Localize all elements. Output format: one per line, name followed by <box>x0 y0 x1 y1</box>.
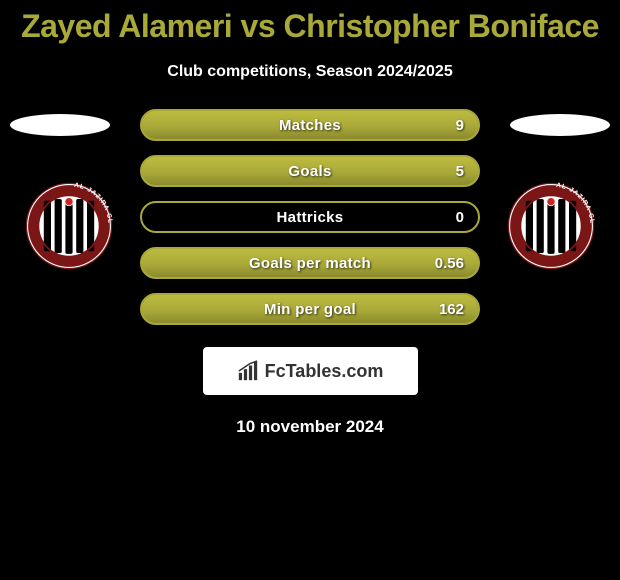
stats-list: Matches 9 Goals 5 Hattricks 0 Goals per match 0… <box>140 109 480 325</box>
club-crest-right: AL-JAZIRA CLUB <box>506 181 596 271</box>
stat-label: Matches <box>279 117 341 134</box>
stat-row: Goals per match 0.56 <box>140 247 480 279</box>
stat-row: Hattricks 0 <box>140 201 480 233</box>
stat-value-right: 162 <box>422 301 464 318</box>
comparison-content: AL-JAZIRA CLUB AL-JAZIRA CLUB Matc <box>0 109 620 437</box>
stat-bar: Matches 9 <box>140 109 480 141</box>
stat-label: Goals per match <box>249 255 371 272</box>
stat-value-right: 9 <box>422 117 464 134</box>
al-jazira-crest-icon: AL-JAZIRA CLUB <box>506 181 596 271</box>
stat-bar: Goals 5 <box>140 155 480 187</box>
stat-label: Min per goal <box>264 301 356 318</box>
stat-label: Goals <box>288 163 331 180</box>
stat-row: Matches 9 <box>140 109 480 141</box>
club-crest-left: AL-JAZIRA CLUB <box>24 181 114 271</box>
al-jazira-crest-icon: AL-JAZIRA CLUB <box>24 181 114 271</box>
snapshot-date: 10 november 2024 <box>0 417 620 437</box>
stat-bar: Hattricks 0 <box>140 201 480 233</box>
branding-badge[interactable]: FcTables.com <box>203 347 418 395</box>
stat-value-right: 0.56 <box>422 255 464 272</box>
stat-row: Min per goal 162 <box>140 293 480 325</box>
stat-row: Goals 5 <box>140 155 480 187</box>
page-title: Zayed Alameri vs Christopher Boniface <box>0 0 620 45</box>
stat-bar: Goals per match 0.56 <box>140 247 480 279</box>
branding-text: FcTables.com <box>265 361 384 382</box>
subtitle: Club competitions, Season 2024/2025 <box>0 63 620 81</box>
stat-bar: Min per goal 162 <box>140 293 480 325</box>
player-right-base-ellipse <box>510 114 610 136</box>
stat-value-right: 5 <box>422 163 464 180</box>
player-left-base-ellipse <box>10 114 110 136</box>
stat-label: Hattricks <box>277 209 344 226</box>
bar-chart-trend-icon <box>237 360 259 382</box>
stat-value-right: 0 <box>422 209 464 226</box>
